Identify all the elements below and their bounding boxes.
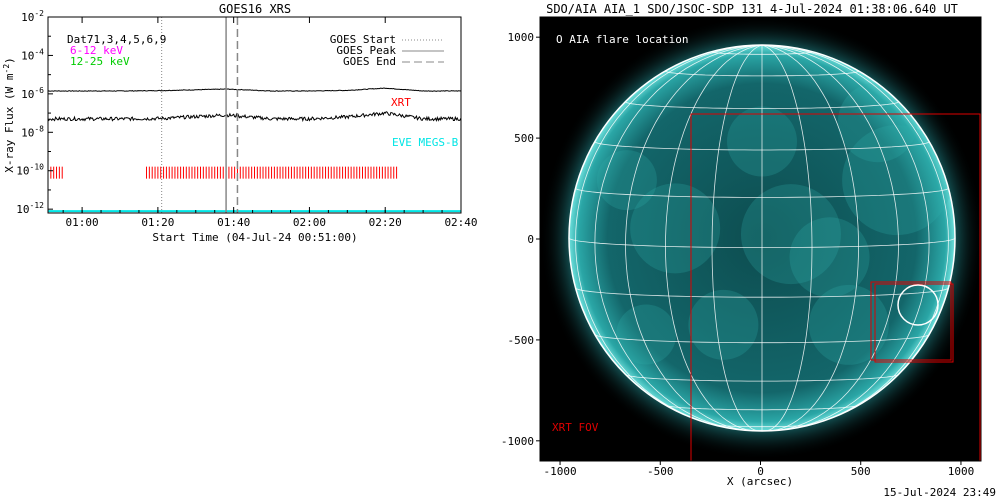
xrt-fov-box [690, 113, 981, 461]
goes-flux-series-1 [48, 87, 461, 92]
flare-location-circle [897, 284, 939, 326]
right-x-axis: -1000 -500 0 500 1000 [543, 461, 974, 478]
legend-dat: Dat71,3,4,5,6,9 [67, 33, 166, 46]
latitude-line [594, 141, 930, 151]
left-x-tick-label: 02:00 [293, 216, 326, 229]
right-y-tick-label: 1000 [508, 31, 535, 44]
left-y-tick-label: 10-12 [16, 201, 44, 216]
right-y-tick-label: -1000 [501, 435, 534, 448]
legend-goes-start: GOES Start [330, 33, 396, 46]
flare-region-box [870, 281, 952, 361]
left-y-tick-label: 10-10 [16, 163, 44, 178]
left-x-tick-label: 02:20 [369, 216, 402, 229]
active-region-glow [740, 184, 841, 285]
right-x-tick-label: -500 [647, 465, 674, 478]
right-x-tick-label: 1000 [948, 465, 975, 478]
right-x-tick-label: -1000 [543, 465, 576, 478]
left-plot-frame [47, 16, 462, 214]
limb-circle [568, 44, 956, 432]
legend-goes-peak: GOES Peak [336, 44, 396, 57]
legend-band1: 6-12 keV [70, 44, 123, 57]
left-y-tick-label: 10-2 [21, 9, 44, 24]
latitude-line [569, 237, 955, 248]
timestamp: 15-Jul-2024 23:49 [883, 486, 996, 499]
left-y-tick-label: 10-4 [21, 47, 44, 62]
left-y-tick-label: 10-8 [21, 124, 44, 139]
legend-goes-end: GOES End [343, 55, 396, 68]
right-y-tick-label: 0 [527, 233, 534, 246]
left-xlabel: Start Time (04-Jul-24 00:51:00) [152, 231, 357, 244]
active-region-glow [688, 289, 759, 360]
aia-panel: SDO/AIA AIA_1 SDO/JSOC-SDP 131 4-Jul-202… [501, 2, 996, 499]
left-x-axis: 01:00 01:20 01:40 02:00 02:20 02:40 [62, 17, 478, 229]
right-title: SDO/AIA AIA_1 SDO/JSOC-SDP 131 4-Jul-202… [546, 2, 958, 16]
flare-region-box-2 [874, 283, 954, 363]
active-region-glow [596, 150, 657, 211]
active-region-glow [808, 284, 889, 365]
active-region-glow [630, 183, 721, 274]
goes-plot-area [48, 17, 461, 213]
latitude-line [665, 404, 859, 411]
legend-flare-location: O AIA flare location [556, 33, 688, 46]
label-xrt-fov: XRT FOV [552, 421, 599, 434]
right-x-tick-label: 500 [851, 465, 871, 478]
goes-xrs-panel: GOES16 XRS 10-2 10-4 10-6 10-8 10-10 10-12 01… [2, 2, 478, 244]
right-y-tick-label: 500 [514, 132, 534, 145]
legend-band2: 12-25 keV [70, 55, 130, 68]
left-x-tick-label: 01:00 [66, 216, 99, 229]
latitude-line [575, 287, 949, 298]
right-y-tick-label: -500 [508, 334, 535, 347]
latitude-line [665, 70, 859, 77]
left-y-tick-label: 10-6 [21, 86, 44, 101]
left-ylabel: X-ray Flux (W m-2) [2, 57, 16, 173]
right-y-axis: -1000 -500 0 500 1000 [501, 31, 540, 448]
active-region-glow [842, 125, 953, 236]
goes-flux-series-2 [48, 111, 461, 123]
latitude-line [711, 51, 813, 55]
latitude-line [625, 101, 899, 109]
label-eve: EVE MEGS-B [392, 136, 459, 149]
right-x-tick-label: 0 [757, 465, 764, 478]
right-xlabel: X (arcsec) [727, 475, 793, 488]
label-xrt: XRT [391, 96, 411, 109]
latitude-line [625, 374, 899, 382]
left-y-axis: 10-2 10-4 10-6 10-8 10-10 10-12 [16, 9, 53, 216]
left-x-tick-label: 02:40 [444, 216, 477, 229]
latitude-line [575, 187, 949, 198]
active-region-glow [616, 304, 677, 365]
left-title: GOES16 XRS [219, 2, 291, 16]
active-region-glow [789, 217, 870, 298]
latitude-line [594, 334, 930, 344]
left-x-tick-label: 01:40 [217, 216, 250, 229]
left-x-tick-label: 01:20 [141, 216, 174, 229]
